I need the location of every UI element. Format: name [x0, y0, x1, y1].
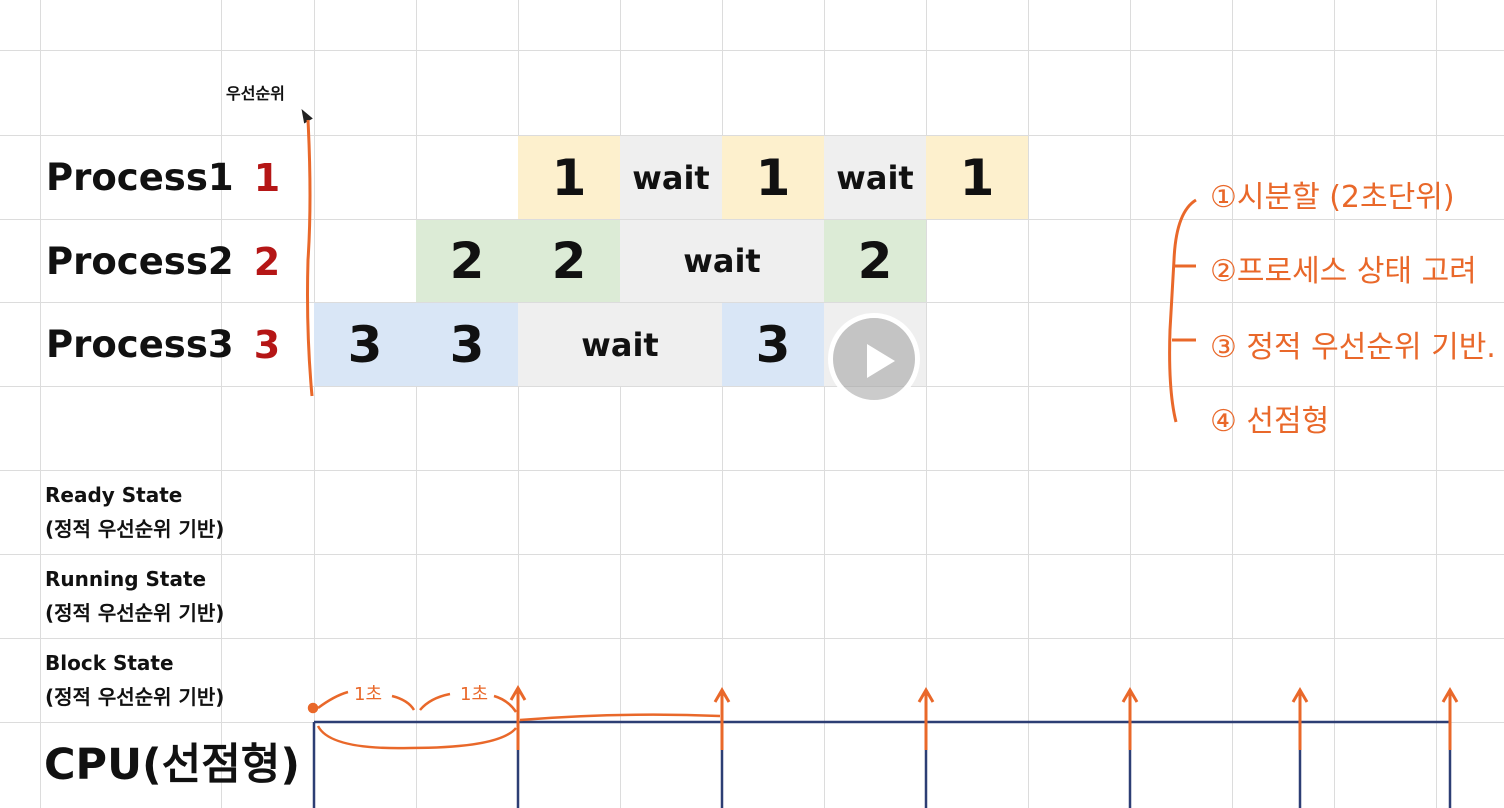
running-state-subtitle: (정적 우선순위 기반) [45, 601, 225, 625]
p1-slot-run: 1 [926, 136, 1028, 219]
play-button[interactable] [828, 313, 920, 405]
p2-slot-run: 2 [416, 220, 518, 302]
mouse-cursor-icon [297, 106, 313, 124]
interval-arc [419, 692, 518, 713]
notes-brace [1168, 198, 1197, 423]
p2-slot-wait: wait [620, 220, 824, 302]
cpu-timeline-boxes [312, 720, 1452, 808]
interval-label-1: 1초 [354, 684, 382, 705]
slice-arrow [1441, 687, 1459, 750]
ready-state-title: Ready State [45, 483, 183, 507]
two-second-curve [316, 725, 517, 750]
p1-slot-run: 1 [518, 136, 620, 219]
slice-arrows [509, 685, 1459, 750]
running-state-title: Running State [45, 567, 207, 591]
play-icon [867, 344, 895, 378]
priority-column-header: 우선순위 [226, 84, 285, 103]
start-dot [307, 702, 319, 714]
p2-slot-run: 2 [518, 220, 620, 302]
running-state-label: Running State (정적 우선순위 기반) [45, 562, 224, 630]
ready-state-subtitle: (정적 우선순위 기반) [45, 517, 225, 541]
p1-slot-run: 1 [722, 136, 824, 219]
process1-priority: 1 [253, 156, 281, 200]
p1-slot-wait: wait [620, 136, 722, 219]
process3-priority: 3 [253, 323, 281, 367]
p3-slot-run: 3 [416, 303, 518, 386]
interval-label-2: 1초 [460, 684, 488, 705]
block-state-label: Block State (정적 우선순위 기반) [45, 646, 224, 714]
note-time-sharing: ①시분할 (2초단위) [1210, 180, 1455, 215]
process1-label: Process1 [46, 156, 234, 199]
note-preemptive: ④ 선점형 [1210, 404, 1330, 439]
note-process-state: ②프로세스 상태 고려 [1210, 254, 1477, 289]
block-state-title: Block State [45, 651, 174, 675]
p2-slot-run: 2 [824, 220, 926, 302]
p3-slot-wait: wait [518, 303, 722, 386]
p1-slot-wait: wait [824, 136, 926, 219]
priority-bracket [306, 119, 314, 397]
block-state-subtitle: (정적 우선순위 기반) [45, 685, 225, 709]
note-static-priority: ③ 정적 우선순위 기반. [1210, 330, 1496, 365]
interval-arc [317, 690, 416, 711]
cpu-label: CPU(선점형) [44, 740, 300, 790]
process2-label: Process2 [46, 240, 234, 283]
process2-priority: 2 [253, 240, 281, 284]
process3-label: Process3 [46, 323, 234, 366]
ready-state-label: Ready State (정적 우선순위 기반) [45, 478, 224, 546]
time-markers [307, 690, 721, 750]
p3-slot-run: 3 [722, 303, 824, 386]
slice-arrow [1291, 687, 1309, 750]
p3-slot-run: 3 [314, 303, 416, 386]
